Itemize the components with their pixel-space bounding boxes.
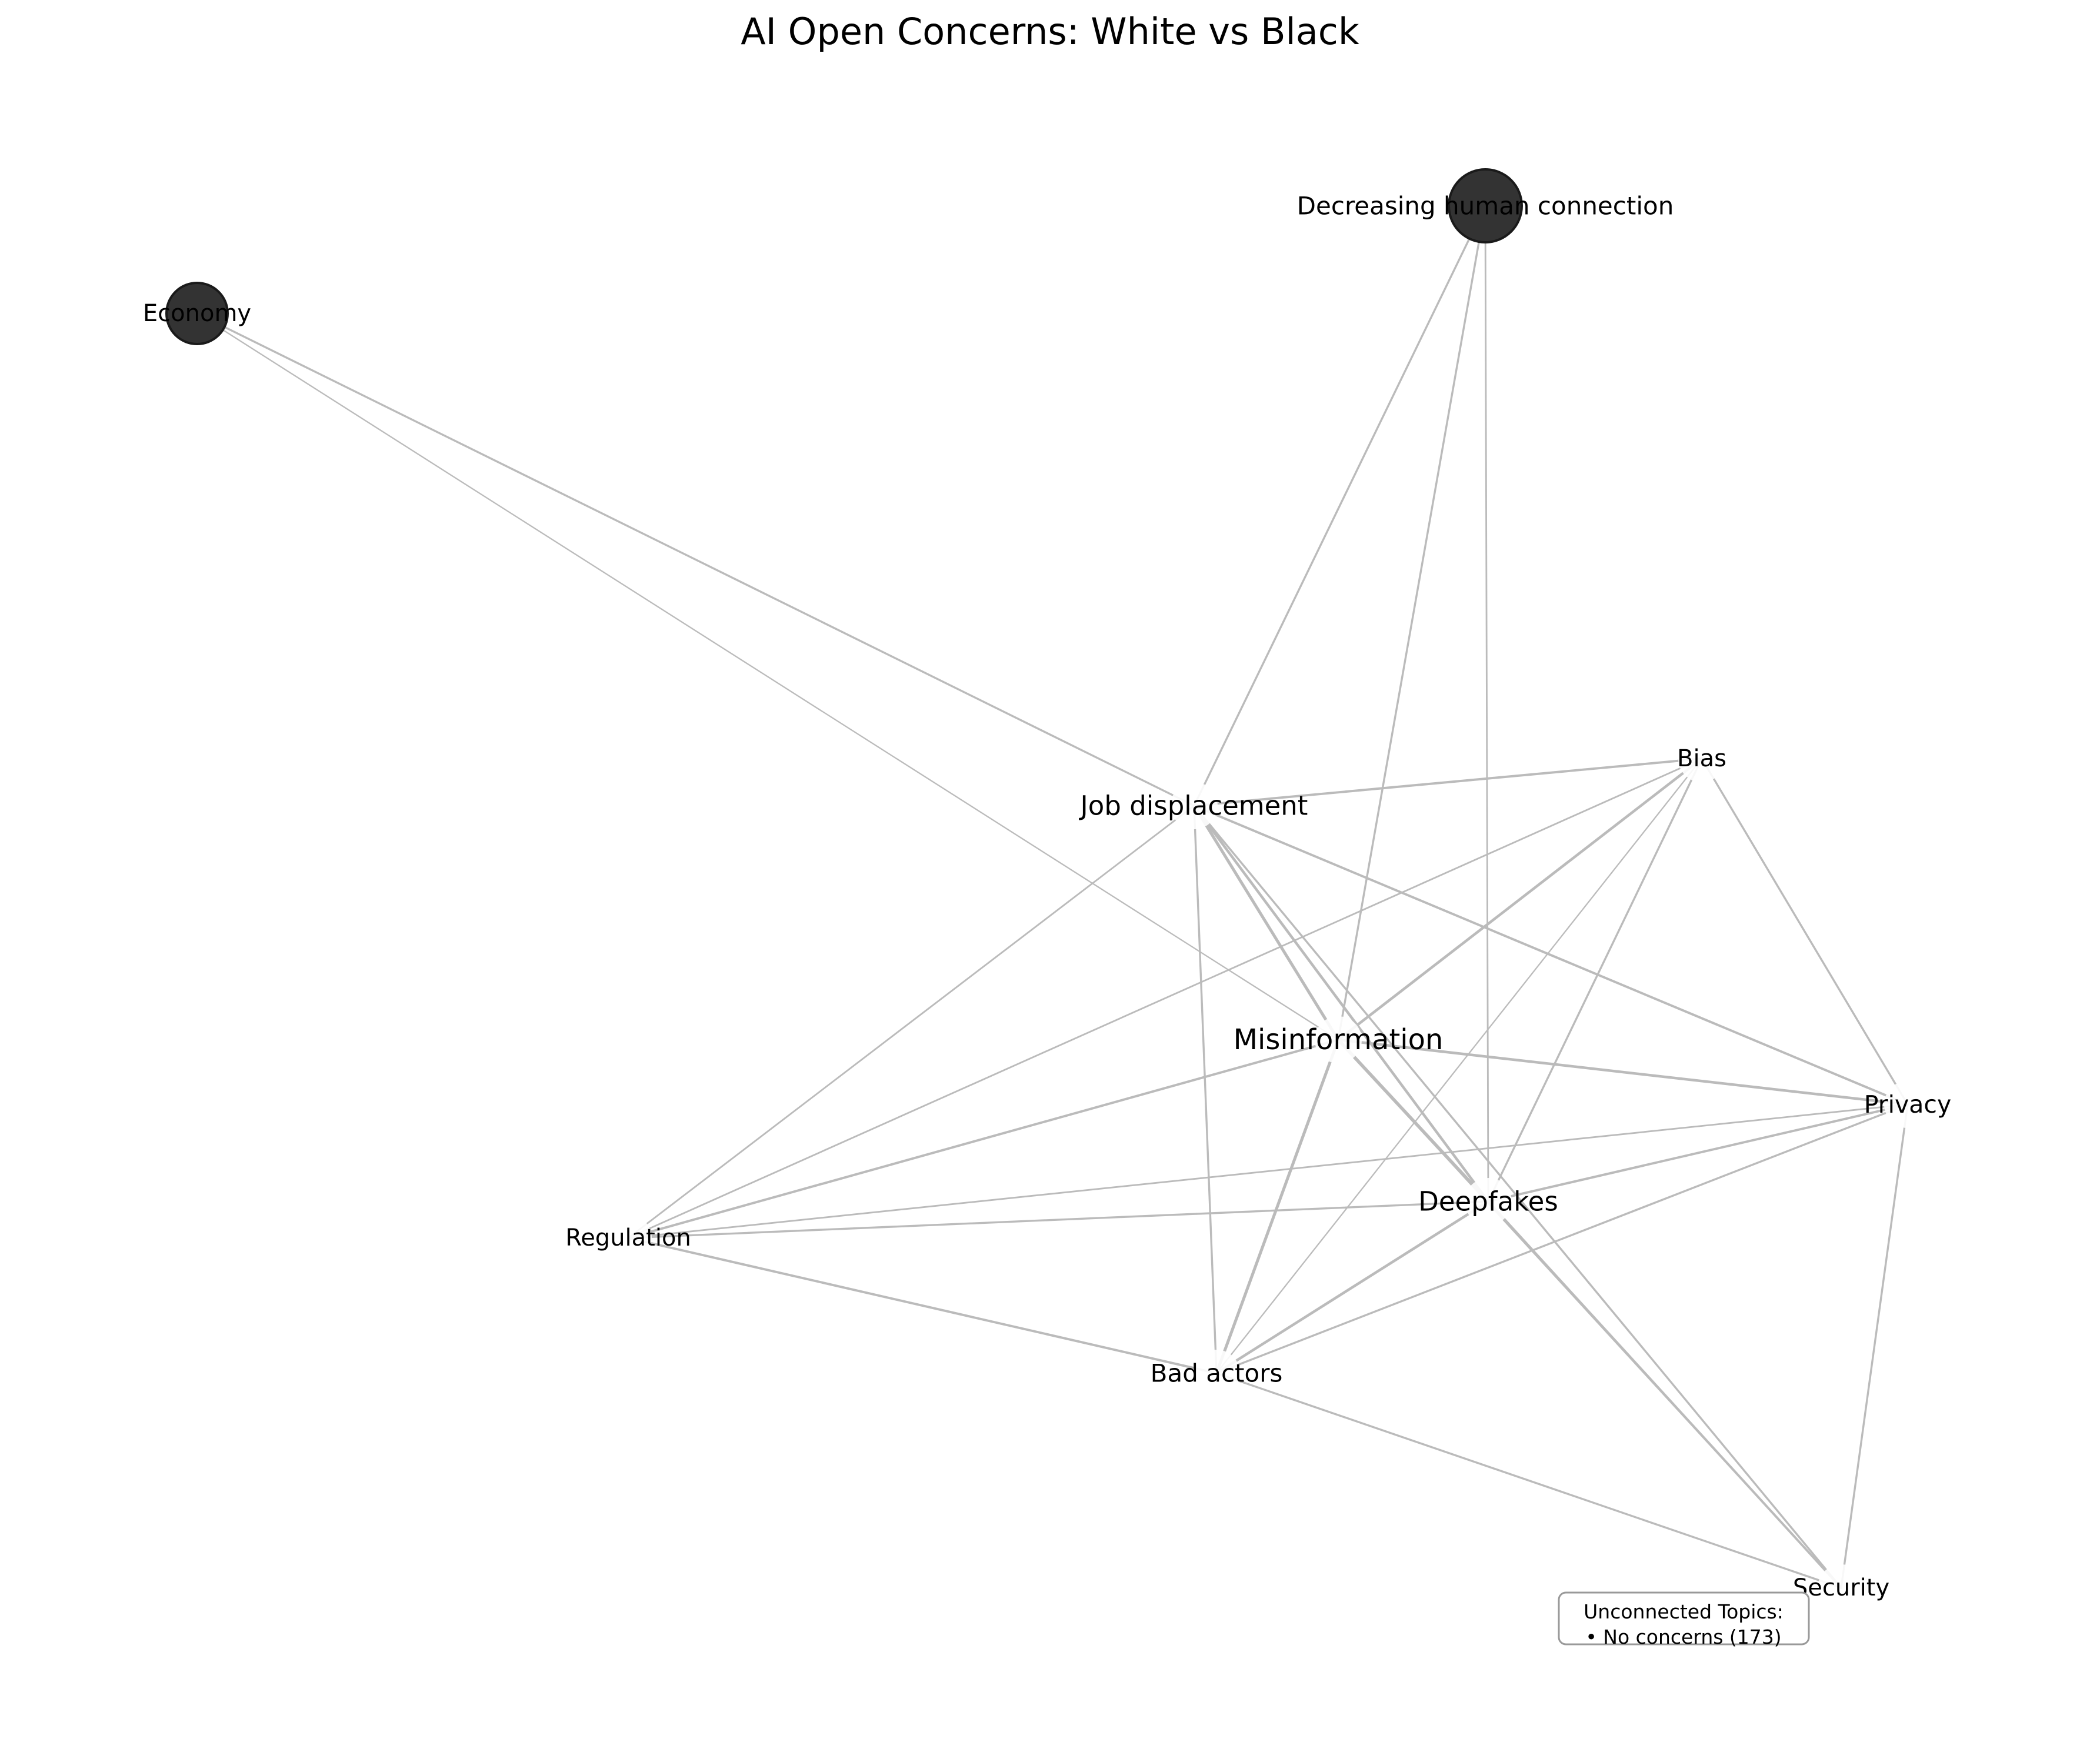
node-misinfo [1315,1016,1362,1063]
edge-bias-deepfakes [1487,757,1703,1203]
node-deepfakes [1465,1178,1512,1225]
node-security [1818,1564,1865,1611]
node-label-bias: Bias [1677,745,1726,772]
edge-misinfo-regulation [627,1039,1339,1239]
label-layer: Decreasing human connection Economy Bias Jo… [143,192,1951,1602]
node-layer [165,168,1931,1611]
edge-job-regulation [627,805,1195,1239]
edge-misinfo-badactors [1215,1038,1340,1375]
edge-misinfo-privacy [1336,1038,1909,1106]
edge-job-badactors [1193,805,1218,1374]
edge-job-privacy [1193,805,1909,1106]
chart-title: AI Open Concerns: White vs Black [741,10,1359,53]
edge-privacy-deepfakes [1487,1103,1909,1203]
node-economy [165,282,229,345]
edge-layer [196,205,1909,1589]
node-label-badactors: Bad actors [1151,1359,1283,1388]
edge-economy-misinfo [196,312,1339,1041]
node-label-decreasing: Decreasing human connection [1297,192,1674,221]
node-regulation [605,1214,652,1261]
edge-bias-misinfo [1336,757,1704,1042]
edge-decreasing-misinfo [1337,205,1486,1041]
unconnected-box-frame [1558,1591,1810,1645]
node-label-job: Job displacement [1079,790,1308,822]
unconnected-heading: Unconnected Topics: [1584,1600,1784,1623]
node-label-misinfo: Misinformation [1234,1023,1444,1056]
node-privacy [1884,1081,1931,1128]
node-decreasing [1448,168,1523,243]
edge-economy-job [196,312,1195,807]
node-label-economy: Economy [143,300,251,327]
edge-bias-regulation [627,757,1703,1239]
node-label-privacy: Privacy [1864,1090,1951,1119]
unconnected-topics-box: Unconnected Topics: • No concerns (173) [1558,1591,1810,1648]
edge-privacy-regulation [627,1103,1909,1239]
node-label-deepfakes: Deepfakes [1418,1186,1558,1217]
edge-deepfakes-badactors [1215,1200,1490,1375]
edge-regulation-badactors [627,1237,1218,1374]
edge-job-bias [1193,757,1703,807]
edge-job-deepfakes [1192,804,1490,1203]
edge-deepfakes-security [1487,1200,1842,1589]
unconnected-item: • No concerns (173) [1585,1625,1781,1648]
edge-badactors-security [1215,1372,1842,1589]
edge-privacy-security [1840,1103,1909,1589]
edge-bias-privacy [1701,757,1909,1106]
edge-privacy-badactors [1215,1103,1909,1374]
edge-decreasing-job [1193,205,1486,807]
edge-job-misinfo [1192,804,1340,1042]
node-bias [1678,735,1725,782]
edge-decreasing-deepfakes [1484,205,1489,1203]
node-job [1171,782,1218,829]
node-label-regulation: Regulation [565,1224,691,1251]
edge-deepfakes-regulation [627,1200,1489,1239]
edge-bias-badactors [1215,757,1703,1374]
edge-job-security [1193,805,1842,1589]
node-badactors [1193,1350,1240,1397]
